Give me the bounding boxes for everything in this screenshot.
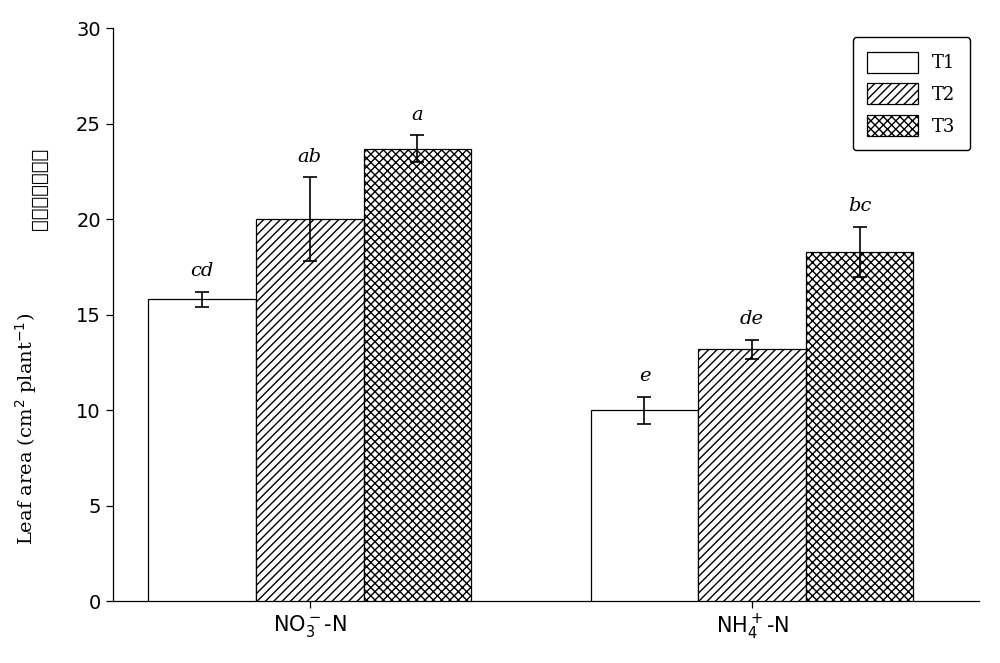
Bar (148, 300, 256, 601)
Text: ab: ab (298, 148, 322, 166)
Bar (364, 149, 471, 601)
Bar (698, 349, 806, 601)
Text: de: de (740, 310, 764, 328)
Text: cd: cd (191, 263, 214, 280)
Text: a: a (412, 106, 423, 124)
Legend: T1, T2, T3: T1, T2, T3 (853, 37, 970, 151)
Text: bc: bc (848, 198, 871, 215)
Text: e: e (639, 367, 650, 385)
Bar (256, 219, 364, 601)
Y-axis label: Leaf area (cm$^2$ plant$^{-1}$): Leaf area (cm$^2$ plant$^{-1}$) (13, 313, 39, 545)
Bar (806, 252, 913, 601)
Text: 叶面积（每株）: 叶面积（每株） (29, 148, 48, 230)
Bar (591, 410, 698, 601)
